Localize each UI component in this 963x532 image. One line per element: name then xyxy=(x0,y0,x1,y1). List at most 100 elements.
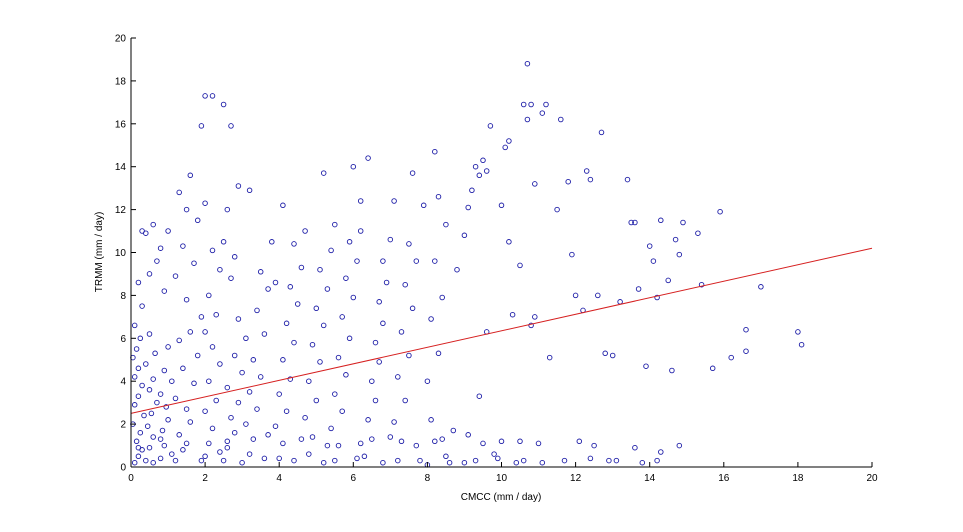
data-point xyxy=(220,101,227,108)
data-point xyxy=(658,217,664,224)
data-point xyxy=(517,262,523,269)
data-point xyxy=(532,314,538,320)
data-point xyxy=(369,436,375,442)
data-point xyxy=(420,202,427,209)
data-point xyxy=(350,294,357,301)
data-point xyxy=(395,374,401,380)
data-point xyxy=(443,221,449,228)
data-point xyxy=(406,352,412,359)
data-point xyxy=(206,378,212,384)
data-point xyxy=(798,341,805,348)
data-point xyxy=(432,438,438,445)
data-point xyxy=(543,101,549,108)
data-point xyxy=(446,459,453,466)
data-point xyxy=(165,417,171,423)
x-tick-label: 2 xyxy=(202,473,208,484)
data-point xyxy=(154,258,160,264)
data-point xyxy=(357,228,364,234)
y-tick-label: 18 xyxy=(115,76,127,87)
x-tick-label: 16 xyxy=(718,473,730,484)
data-point xyxy=(380,320,386,327)
data-point xyxy=(676,251,683,258)
data-point xyxy=(539,110,546,116)
data-point xyxy=(369,378,375,384)
data-point xyxy=(461,232,468,239)
data-point xyxy=(133,438,140,445)
data-point xyxy=(495,455,501,462)
data-point xyxy=(383,279,390,286)
data-point xyxy=(613,457,620,464)
data-point xyxy=(163,404,169,410)
data-point xyxy=(313,397,320,404)
data-point xyxy=(565,178,571,185)
data-point xyxy=(191,260,197,266)
data-point xyxy=(172,395,179,402)
data-point xyxy=(161,442,168,449)
data-point xyxy=(513,459,520,466)
data-point xyxy=(159,427,166,434)
data-point xyxy=(491,451,497,457)
data-point xyxy=(376,359,382,365)
x-tick-label: 4 xyxy=(276,473,282,484)
data-point xyxy=(209,93,216,99)
data-point xyxy=(317,266,323,273)
data-point xyxy=(306,378,312,384)
data-point xyxy=(165,228,171,234)
data-point xyxy=(143,457,149,464)
data-point xyxy=(576,438,583,445)
data-point xyxy=(272,279,279,286)
data-point xyxy=(224,438,231,445)
data-point xyxy=(357,198,364,204)
data-point xyxy=(532,181,538,187)
data-point xyxy=(743,348,749,354)
data-point xyxy=(265,432,271,438)
data-point xyxy=(587,455,594,462)
data-point xyxy=(217,361,223,367)
data-point xyxy=(176,432,182,438)
data-point xyxy=(187,419,194,425)
data-point xyxy=(639,459,646,466)
data-point xyxy=(183,206,190,213)
data-point xyxy=(243,421,249,427)
data-point xyxy=(343,372,349,378)
data-point xyxy=(413,258,420,264)
data-point xyxy=(202,408,208,414)
data-point xyxy=(409,305,416,312)
y-tick-label: 10 xyxy=(115,248,127,259)
data-point xyxy=(332,391,338,397)
data-point xyxy=(135,453,142,460)
data-point xyxy=(161,367,168,374)
y-tick-label: 2 xyxy=(120,420,126,431)
data-point xyxy=(346,239,353,245)
data-point xyxy=(391,198,397,204)
data-point xyxy=(254,406,260,412)
data-point xyxy=(472,457,479,464)
data-point xyxy=(335,354,342,361)
data-point xyxy=(228,414,234,421)
data-point xyxy=(439,436,445,442)
data-point xyxy=(320,170,327,176)
data-point xyxy=(320,459,327,466)
data-point xyxy=(509,311,516,318)
data-point xyxy=(469,187,475,194)
data-point xyxy=(450,427,457,434)
data-point xyxy=(146,331,153,337)
data-point xyxy=(743,326,749,333)
data-point xyxy=(417,457,423,464)
x-axis-label: CMCC (mm / day) xyxy=(461,492,542,503)
data-point xyxy=(498,438,505,445)
data-point xyxy=(439,294,445,301)
data-point xyxy=(287,284,294,290)
data-point xyxy=(728,354,734,361)
data-point xyxy=(206,440,212,447)
data-point xyxy=(346,335,353,342)
data-point xyxy=(217,449,223,455)
data-point xyxy=(269,239,275,245)
data-point xyxy=(187,329,194,335)
data-point xyxy=(217,266,223,273)
data-point xyxy=(635,286,642,292)
data-point xyxy=(506,239,512,245)
data-point xyxy=(698,281,705,288)
data-point xyxy=(361,453,368,460)
data-point xyxy=(272,423,279,429)
